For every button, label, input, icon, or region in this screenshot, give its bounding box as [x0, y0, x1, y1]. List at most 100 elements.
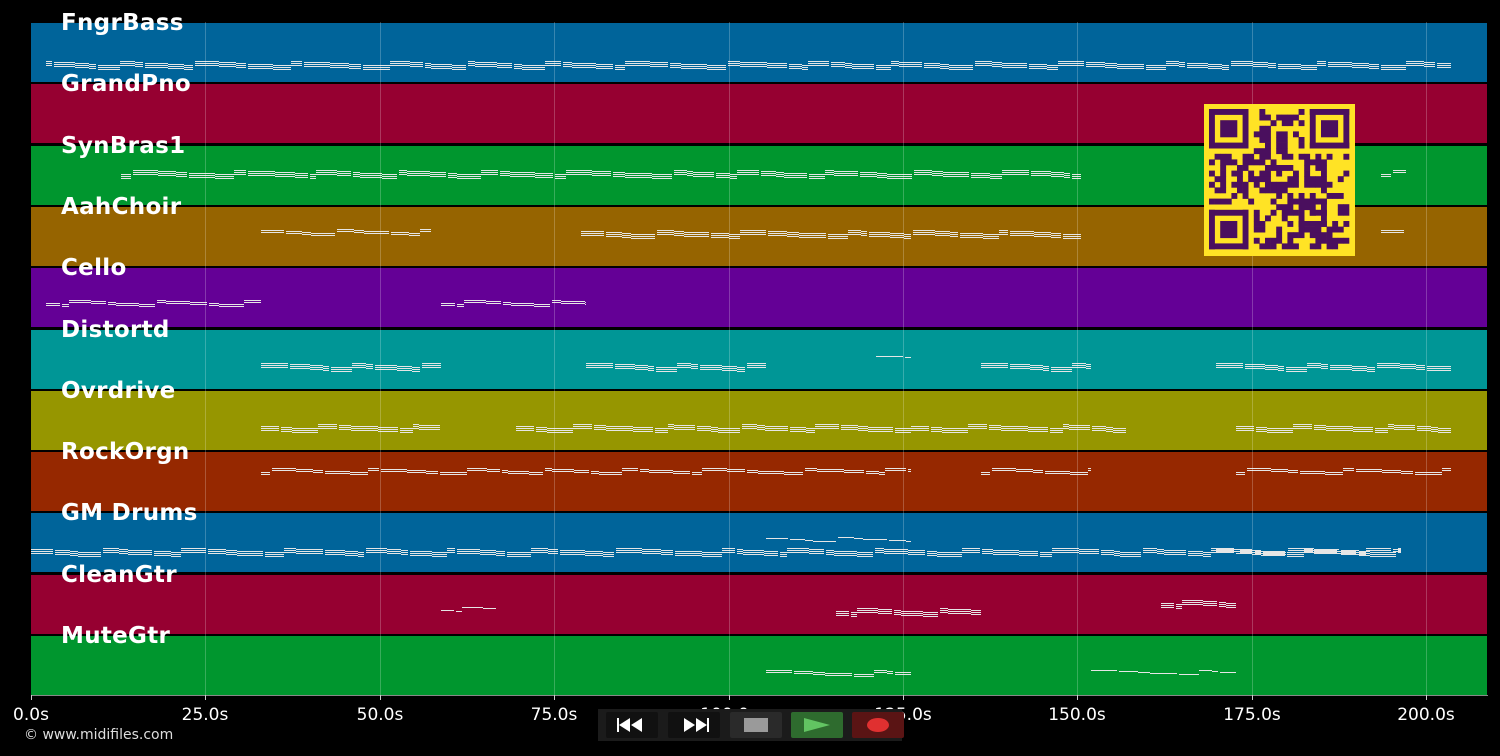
- note-stroke: [809, 173, 825, 175]
- record-button[interactable]: [852, 712, 904, 738]
- qr-code-icon[interactable]: [1204, 104, 1355, 256]
- note-stroke: [707, 69, 726, 70]
- note-stroke: [261, 364, 288, 366]
- track-name: GM Drums: [61, 500, 198, 527]
- note-stroke: [740, 66, 767, 67]
- note-stroke: [1120, 556, 1141, 558]
- note-stroke: [457, 177, 481, 179]
- note-stroke: [1176, 607, 1182, 609]
- note-stroke: [702, 554, 722, 556]
- note-stroke: [937, 552, 962, 554]
- note-stroke: [244, 302, 261, 304]
- note-stroke: [992, 470, 1016, 472]
- note-stroke: [412, 368, 420, 370]
- note-stroke: [1182, 601, 1203, 603]
- note-stroke: [1117, 64, 1144, 65]
- note-stroke: [836, 610, 849, 612]
- note-stroke: [1304, 550, 1314, 552]
- note-stroke: [790, 428, 806, 430]
- play-button[interactable]: [791, 712, 843, 738]
- note-stroke: [765, 427, 788, 429]
- track-name: FngrBass: [61, 10, 184, 36]
- note-stroke: [737, 549, 743, 551]
- note-stroke: [742, 427, 757, 429]
- note-stroke: [452, 67, 466, 68]
- note-stroke: [1278, 367, 1284, 369]
- note-stroke: [949, 67, 973, 68]
- note-stroke: [857, 554, 873, 556]
- note-stroke: [1166, 65, 1179, 66]
- note-stroke: [766, 672, 792, 673]
- note-stroke: [631, 235, 655, 237]
- track-row[interactable]: GM Drums: [31, 500, 1487, 573]
- note-stroke: [311, 234, 335, 236]
- track-name: AahChoir: [61, 193, 182, 220]
- note-stroke: [1031, 174, 1051, 176]
- note-stroke: [718, 429, 740, 431]
- note-stroke: [1203, 552, 1211, 554]
- note-stroke: [673, 473, 690, 475]
- note-stroke: [992, 468, 1016, 470]
- note-stroke: [1164, 554, 1186, 556]
- note-stroke: [834, 174, 858, 176]
- track-row[interactable]: CleanGtr: [31, 562, 1487, 634]
- note-stroke: [364, 230, 389, 232]
- note-stroke: [487, 471, 500, 473]
- note-stroke: [718, 431, 740, 433]
- note-stroke: [702, 552, 722, 554]
- note-stroke: [1341, 554, 1359, 556]
- note-stroke: [615, 69, 625, 70]
- track-row[interactable]: Ovrdrive: [31, 378, 1487, 450]
- note-stroke: [337, 172, 351, 174]
- track-row[interactable]: FngrBass: [31, 10, 1487, 82]
- note-stroke: [1325, 474, 1343, 476]
- note-stroke: [594, 424, 606, 426]
- note-stroke: [1301, 69, 1317, 70]
- note-stroke: [54, 62, 75, 63]
- note-stroke: [668, 423, 674, 425]
- rewind-button[interactable]: [606, 712, 658, 738]
- note-stroke: [861, 232, 867, 234]
- note-stroke: [747, 470, 758, 472]
- note-stroke: [425, 65, 431, 66]
- track-row[interactable]: RockOrgn: [31, 439, 1487, 512]
- note-stroke: [547, 431, 573, 433]
- note-stroke: [1029, 66, 1047, 67]
- note-stroke: [687, 174, 693, 176]
- note-stroke: [1400, 363, 1416, 365]
- note-stroke: [457, 175, 481, 177]
- note-stroke: [545, 65, 561, 66]
- note-stroke: [351, 425, 378, 427]
- note-stroke: [352, 362, 366, 364]
- note-stroke: [120, 63, 135, 64]
- note-stroke: [440, 472, 467, 474]
- note-stroke: [400, 431, 413, 433]
- note-stroke: [368, 470, 379, 472]
- track-row[interactable]: Distortd: [31, 317, 1487, 389]
- note-stroke: [879, 474, 885, 476]
- note-stroke: [534, 306, 550, 308]
- note-stroke: [942, 431, 968, 433]
- note-stroke: [511, 305, 534, 307]
- note-stroke: [1261, 551, 1285, 553]
- note-stroke: [291, 63, 302, 64]
- note-stroke: [432, 554, 447, 556]
- fast-forward-button[interactable]: [668, 712, 720, 738]
- note-stroke: [1431, 430, 1438, 432]
- track-row[interactable]: Cello: [31, 255, 1487, 328]
- stop-button[interactable]: [730, 712, 782, 738]
- note-stroke: [1143, 552, 1157, 554]
- note-stroke: [1226, 602, 1236, 604]
- track-row[interactable]: MuteGtr: [31, 623, 1487, 695]
- note-stroke: [1040, 554, 1052, 556]
- note-stroke: [707, 65, 726, 66]
- note-stroke: [1051, 175, 1064, 177]
- note-stroke: [273, 69, 291, 70]
- note-stroke: [502, 472, 508, 474]
- note-stroke: [828, 237, 848, 239]
- note-stroke: [1019, 551, 1038, 553]
- note-stroke: [836, 612, 849, 614]
- note-stroke: [261, 366, 288, 368]
- note-stroke: [168, 66, 184, 67]
- note-stroke: [483, 607, 496, 609]
